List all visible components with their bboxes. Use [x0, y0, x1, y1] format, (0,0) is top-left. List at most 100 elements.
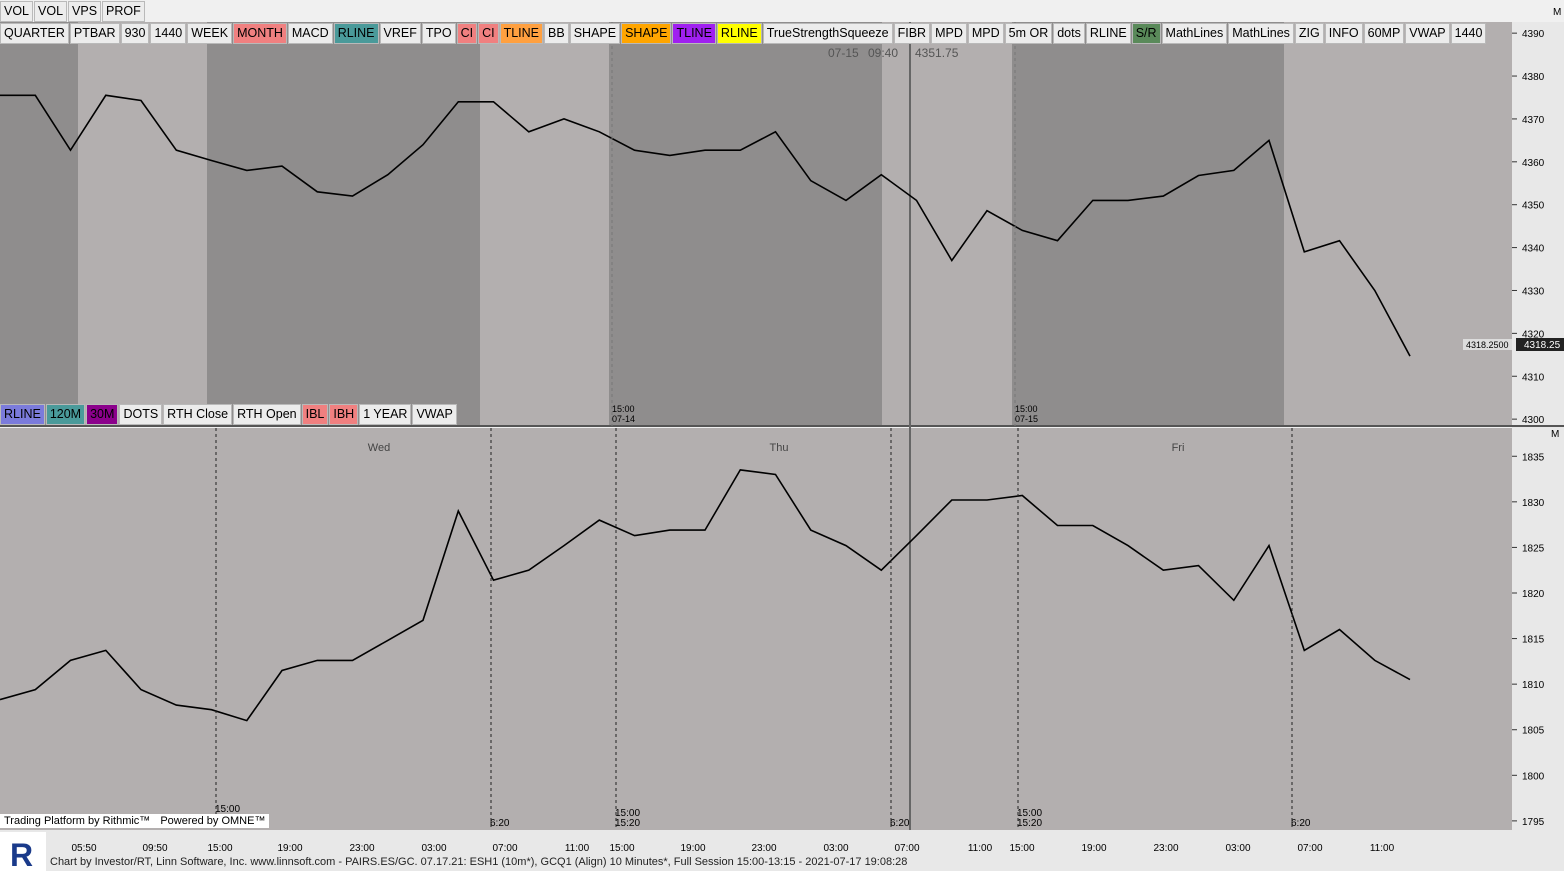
session-date: 07-15 — [1015, 414, 1038, 424]
panel-1-letter: M — [1553, 7, 1561, 18]
toolbar-button[interactable]: DOTS — [119, 404, 163, 425]
toolbar-button[interactable]: TrueStrengthSqueeze — [762, 23, 893, 44]
toolbar-button[interactable]: 1 YEAR — [359, 404, 412, 425]
toolbar-button[interactable]: MathLines — [1228, 23, 1294, 44]
x-tick-label: 09:50 — [142, 843, 167, 854]
toolbar-button[interactable]: QUARTER — [0, 23, 69, 44]
toolbar-button[interactable]: VWAP — [412, 404, 457, 425]
toolbar-button[interactable]: INFO — [1324, 23, 1363, 44]
toolbar-button[interactable]: VOL — [34, 1, 68, 22]
toolbar-button[interactable]: MPD — [967, 23, 1004, 44]
session-time: 15:00 — [1015, 404, 1038, 414]
y-tick-label: 1800 — [1522, 771, 1545, 782]
toolbar-button[interactable]: 30M — [86, 404, 119, 425]
toolbar-button[interactable]: PROF — [102, 1, 145, 22]
x-tick-label: 19:00 — [680, 843, 705, 854]
toolbar-button[interactable]: VREF — [379, 23, 421, 44]
toolbar-button[interactable]: RLINE — [716, 23, 762, 44]
toolbar-button[interactable]: 930 — [120, 23, 150, 44]
toolbar-button[interactable]: VPS — [68, 1, 102, 22]
y-tick-label: 4330 — [1522, 286, 1545, 297]
y-tick-label: 1820 — [1522, 589, 1545, 600]
toolbar-button[interactable]: VWAP — [1405, 23, 1450, 44]
x-tick-label: 11:00 — [565, 843, 590, 854]
x-tick-label: 23:00 — [1153, 843, 1178, 854]
toolbar-button[interactable]: CI — [456, 23, 478, 44]
toolbar-button[interactable]: 120M — [45, 404, 86, 425]
toolbar-button[interactable]: SHAPE — [569, 23, 621, 44]
x-tick-label: 19:00 — [1081, 843, 1106, 854]
toolbar-button[interactable]: FIBR — [893, 23, 931, 44]
y-tick-label: 1795 — [1522, 817, 1545, 828]
marker-label: 15:00 — [215, 804, 240, 815]
toolbar-button[interactable]: TPO — [421, 23, 456, 44]
top-toolbar: VOL VOL VPS PROF — [0, 1, 145, 22]
toolbar-button[interactable]: MathLines — [1161, 23, 1228, 44]
toolbar-button[interactable]: RTH Close — [163, 404, 233, 425]
x-axis-bg — [0, 830, 1564, 871]
toolbar-button[interactable]: WEEK — [187, 23, 233, 44]
toolbar-button[interactable]: RTH Open — [233, 404, 301, 425]
logo: R — [10, 837, 33, 871]
toolbar-button[interactable]: RLINE — [333, 23, 379, 44]
x-tick-label: 11:00 — [1370, 843, 1395, 854]
toolbar-button[interactable]: VOL — [0, 1, 34, 22]
panel-2-bg — [0, 428, 1512, 830]
cursor-time: 09:40 — [868, 46, 898, 60]
toolbar-button[interactable]: CI — [478, 23, 499, 44]
indicator-toolbar: QUARTER PTBAR 930 1440 WEEK MONTH MACD RLINE VRE… — [0, 23, 1487, 44]
last-price-label: 4318.2500 — [1466, 340, 1509, 350]
toolbar-button[interactable]: 1440 — [150, 23, 187, 44]
price-tag — [1516, 338, 1564, 351]
day-label: Wed — [368, 442, 390, 454]
toolbar-button[interactable]: S/R — [1131, 23, 1161, 44]
y-tick-label: 4390 — [1522, 29, 1545, 40]
indicator-toolbar: RLINE 120M 30M DOTS RTH Close RTH Open IBL IBH 1… — [0, 404, 457, 425]
toolbar-button[interactable]: TLINE — [672, 23, 716, 44]
toolbar-button[interactable]: SHAPE — [621, 23, 672, 44]
toolbar-button[interactable]: PTBAR — [69, 23, 120, 44]
day-label: Thu — [770, 442, 789, 454]
x-tick-label: 23:00 — [349, 843, 374, 854]
x-tick-label: 15:00 — [609, 843, 634, 854]
session-shade — [1012, 22, 1284, 426]
session-shade — [207, 22, 480, 426]
y-tick-label: 1830 — [1522, 498, 1545, 509]
rithmic: Trading Platform by Rithmic™ — [4, 815, 151, 827]
x-tick-label: 11:00 — [968, 843, 993, 854]
y-tick-label: 4320 — [1522, 329, 1545, 340]
toolbar-button[interactable]: 5m OR — [1004, 23, 1053, 44]
branding: Trading Platform by Rithmic™ Powered by … — [0, 814, 270, 828]
marker-label: 6:20 — [490, 818, 510, 829]
toolbar-button[interactable]: dots — [1053, 23, 1085, 44]
x-tick-label: 23:00 — [751, 843, 776, 854]
panel-2-letter: M — [1551, 429, 1559, 440]
y-tick-label: 1815 — [1522, 635, 1545, 646]
toolbar-button[interactable]: ZIG — [1294, 23, 1324, 44]
x-tick-label: 07:00 — [894, 843, 919, 854]
y-tick-label: 4380 — [1522, 72, 1545, 83]
y-tick-label: 4360 — [1522, 158, 1545, 169]
toolbar-button[interactable]: MPD — [931, 23, 967, 44]
marker-label: 15:00 — [615, 808, 640, 819]
toolbar-button[interactable]: BB — [544, 23, 569, 44]
toolbar-button[interactable]: IBH — [329, 404, 359, 425]
y-tick-label: 1835 — [1522, 452, 1545, 463]
x-tick-label: 07:00 — [1297, 843, 1322, 854]
y-tick-label: 4300 — [1522, 415, 1545, 426]
logo-bg — [0, 832, 46, 871]
toolbar-button[interactable]: 60MP — [1363, 23, 1405, 44]
toolbar-button[interactable]: MACD — [287, 23, 333, 44]
marker-label: 15:00 — [1017, 808, 1042, 819]
toolbar-button[interactable]: MONTH — [233, 23, 287, 44]
cursor-price: 4351.75 — [915, 46, 959, 60]
x-tick-label: 03:00 — [823, 843, 848, 854]
toolbar-button[interactable]: IBL — [301, 404, 329, 425]
toolbar-button[interactable]: RLINE — [1085, 23, 1131, 44]
toolbar-button[interactable]: RLINE — [0, 404, 45, 425]
toolbar-button[interactable]: TLINE — [499, 23, 544, 44]
y-tick-label: 4370 — [1522, 115, 1545, 126]
toolbar-button[interactable]: 1440 — [1450, 23, 1487, 44]
